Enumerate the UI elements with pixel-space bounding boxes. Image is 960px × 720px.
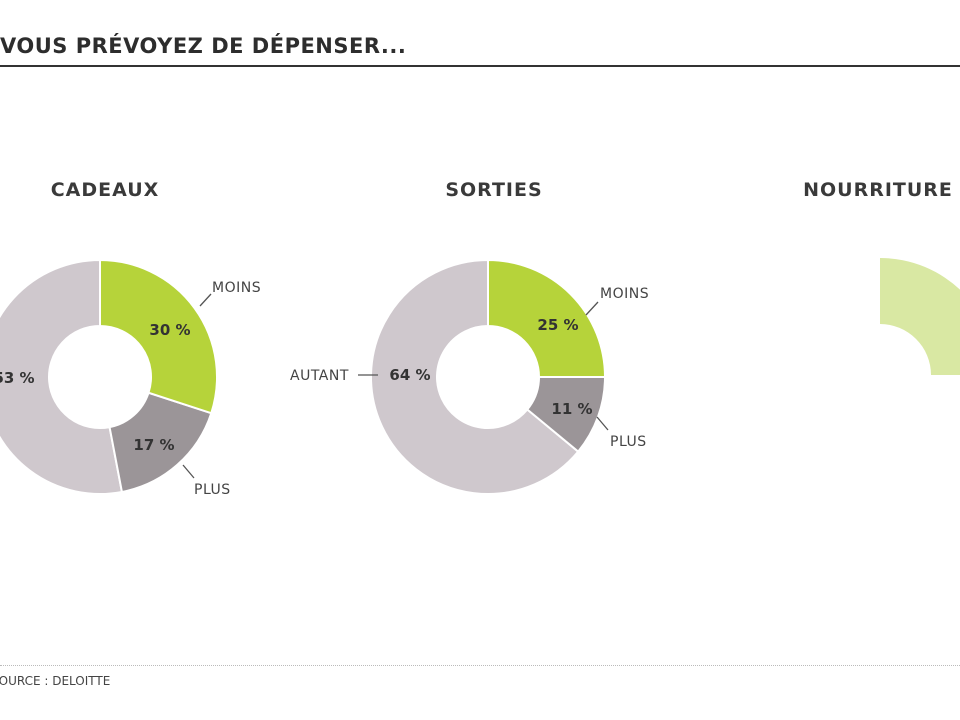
label-plus: PLUS	[610, 434, 647, 450]
source-note: SOURCE : DELOITTE	[0, 674, 111, 688]
label-moins: MOINS	[212, 280, 261, 296]
title-rule	[0, 65, 960, 67]
footer-divider	[0, 665, 960, 666]
label-moins: MOINS	[600, 286, 649, 302]
chart-title-nourriture: NOURRITURE	[803, 179, 953, 201]
chart-sorties: SORTIES MOINS PLUS AUTANT 25 % 11 % 64 %	[290, 179, 649, 495]
value-label-autant: 53 %	[0, 369, 35, 387]
leader-line-plus	[182, 464, 195, 479]
slice-plus	[108, 391, 213, 494]
chart-title-cadeaux: CADEAUX	[51, 179, 160, 201]
slice-autant	[0, 258, 124, 495]
slice-autant	[370, 258, 580, 495]
value-label-moins: 25 %	[537, 316, 578, 334]
value-label-plus: 11 %	[551, 400, 592, 418]
value-label-moins: 30 %	[149, 321, 190, 339]
leader-line-moins	[199, 293, 212, 307]
label-plus: PLUS	[194, 482, 231, 498]
slice-moins	[99, 258, 218, 415]
page-title: VOUS PRÉVOYEZ DE DÉPENSER...	[0, 34, 407, 58]
leader-line-moins	[585, 301, 599, 316]
slice-moins	[880, 258, 960, 375]
value-label-autant: 64 %	[389, 366, 430, 384]
chart-nourriture: NOURRITURE	[803, 179, 960, 375]
leader-line-plus	[596, 416, 609, 431]
slice-plus	[525, 376, 607, 453]
label-autant: AUTANT	[290, 368, 349, 384]
chart-title-sorties: SORTIES	[445, 179, 542, 201]
slice-moins	[487, 258, 607, 378]
value-label-plus: 17 %	[133, 436, 174, 454]
chart-cadeaux: CADEAUX MOINS PLUS 30 % 17 % 53 %	[0, 179, 261, 498]
